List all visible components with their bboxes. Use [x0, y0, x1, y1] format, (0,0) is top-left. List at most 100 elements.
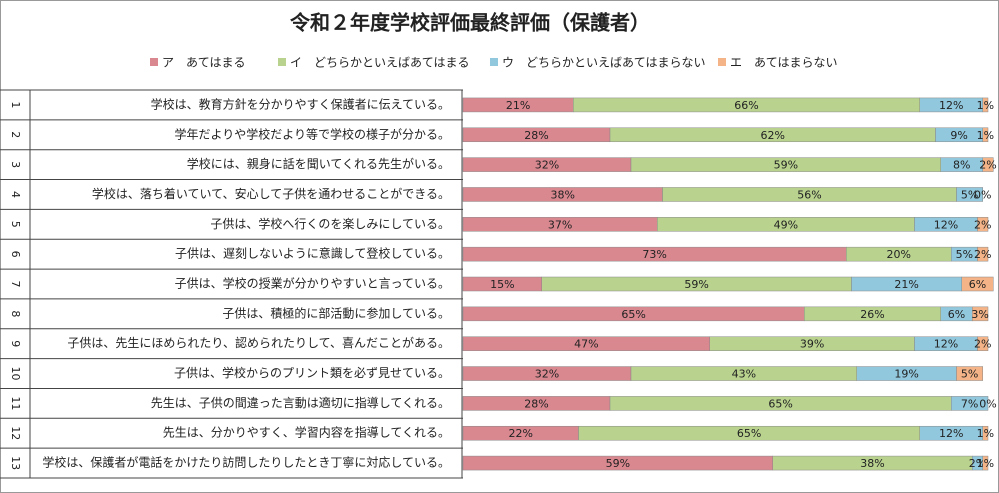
data-label: 28%	[524, 397, 548, 410]
bar-segment	[982, 127, 989, 143]
data-label: 32%	[535, 159, 559, 172]
bar-segment	[982, 97, 989, 113]
data-label: 28%	[524, 129, 548, 142]
data-label: 21%	[506, 99, 530, 112]
category-label: 学校は、落ち着いていて、安心して子供を通わせることができる。	[92, 186, 450, 201]
data-label: 66%	[734, 99, 758, 112]
category-label: 子供は、学校からのプリント類を必ず見せている。	[174, 365, 450, 380]
data-label: 12%	[934, 338, 958, 351]
data-label: 59%	[684, 278, 708, 291]
data-label: 21%	[894, 278, 918, 291]
row-number: 1	[9, 101, 22, 108]
row-number: 4	[9, 191, 22, 198]
data-label: 43%	[732, 368, 756, 381]
data-label: 38%	[551, 188, 575, 201]
legend-swatch	[278, 58, 286, 66]
data-label: 2%	[969, 457, 986, 470]
bar-segment	[956, 366, 983, 381]
category-label: 学校には、親身に話を聞いてくれる先生がいる。	[187, 156, 450, 171]
legend-label: ア あてはまる	[162, 56, 246, 70]
category-label: 学校は、保護者が電話をかけたり訪問したりしたとき丁寧に対応している。	[42, 455, 450, 470]
data-label: 2%	[974, 218, 991, 231]
data-label: 56%	[797, 188, 821, 201]
data-label: 49%	[774, 218, 798, 231]
data-label: 15%	[490, 278, 514, 291]
legend-swatch	[718, 58, 726, 66]
category-label: 子供は、先生にほめられたり、認められたりして、喜んだことがある。	[67, 335, 450, 350]
bar-segment	[982, 425, 989, 441]
data-label: 12%	[939, 427, 963, 440]
data-label: 9%	[950, 129, 967, 142]
data-label: 6%	[969, 278, 986, 291]
data-label: 1%	[977, 457, 994, 470]
data-label: 65%	[768, 397, 792, 410]
bar-segment	[977, 336, 989, 351]
data-label: 5%	[956, 248, 973, 261]
row-number: 11	[9, 396, 22, 410]
bar-segment	[982, 157, 994, 172]
bar-segment	[956, 187, 983, 202]
chart-title: 令和２年度学校評価最終評価（保護者）	[290, 11, 650, 35]
category-label: 子供は、学校へ行くのを楽しみにしている。	[210, 216, 450, 231]
data-label: 59%	[774, 159, 798, 172]
data-label: 1%	[977, 427, 994, 440]
data-label: 0%	[974, 188, 991, 201]
data-label: 65%	[737, 427, 761, 440]
data-label: 1%	[977, 129, 994, 142]
row-number: 7	[9, 281, 22, 288]
data-label: 62%	[761, 129, 785, 142]
category-label: 子供は、学校の授業が分かりやすいと言っている。	[175, 276, 450, 291]
data-label: 59%	[606, 457, 630, 470]
legend-swatch	[490, 58, 498, 66]
legend-label: イ どちらかといえばあてはまる	[290, 56, 470, 70]
bar-segment	[982, 455, 989, 471]
legend-label: ウ どちらかといえばあてはまらない	[502, 56, 706, 70]
data-label: 47%	[574, 338, 598, 351]
bar-segment	[977, 246, 989, 262]
data-label: 8%	[953, 159, 970, 172]
data-label: 65%	[621, 308, 645, 321]
data-label: 5%	[961, 188, 978, 201]
data-label: 5%	[961, 368, 978, 381]
data-label: 19%	[894, 368, 918, 381]
bar-segment	[977, 217, 989, 232]
data-label: 7%	[961, 397, 978, 410]
row-number: 9	[9, 340, 22, 347]
category-label: 子供は、遅刻しないように意識して登校している。	[175, 246, 450, 261]
data-label: 1%	[977, 99, 994, 112]
data-label: 2%	[974, 248, 991, 261]
bar-segment	[951, 396, 989, 411]
data-label: 37%	[548, 218, 572, 231]
data-label: 26%	[860, 308, 884, 321]
category-label: 学校は、教育方針を分かりやすく保護者に伝えている。	[151, 96, 450, 111]
data-label: 6%	[948, 308, 965, 321]
bar-segment	[961, 276, 994, 292]
data-label: 20%	[887, 248, 911, 261]
data-label: 73%	[642, 248, 666, 261]
data-label: 12%	[934, 218, 958, 231]
category-label: 子供は、積極的に部活動に参加している。	[222, 305, 450, 320]
legend-label: エ あてはまらない	[730, 56, 838, 70]
data-label: 22%	[509, 427, 533, 440]
legend-swatch	[150, 58, 158, 66]
data-label: 2%	[979, 159, 996, 172]
data-label: 12%	[939, 99, 963, 112]
row-number: 2	[9, 131, 22, 138]
row-number: 6	[9, 251, 22, 258]
category-label: 先生は、子供の間違った言動は適切に指導してくれる。	[151, 395, 450, 410]
row-number: 8	[9, 310, 22, 317]
data-label: 38%	[860, 457, 884, 470]
data-label: 32%	[535, 368, 559, 381]
data-label: 0%	[979, 397, 996, 410]
row-number: 12	[9, 426, 22, 440]
row-number: 3	[9, 161, 22, 168]
bar-segment	[972, 306, 989, 322]
row-number: 13	[9, 456, 22, 470]
category-label: 学年だよりや学校だより等で学校の様子が分かる。	[174, 126, 450, 141]
row-number: 5	[9, 221, 22, 228]
data-label: 39%	[800, 338, 824, 351]
category-label: 先生は、分かりやすく、学習内容を指導してくれる。	[163, 425, 450, 440]
row-number: 10	[9, 367, 22, 381]
data-label: 2%	[974, 338, 991, 351]
